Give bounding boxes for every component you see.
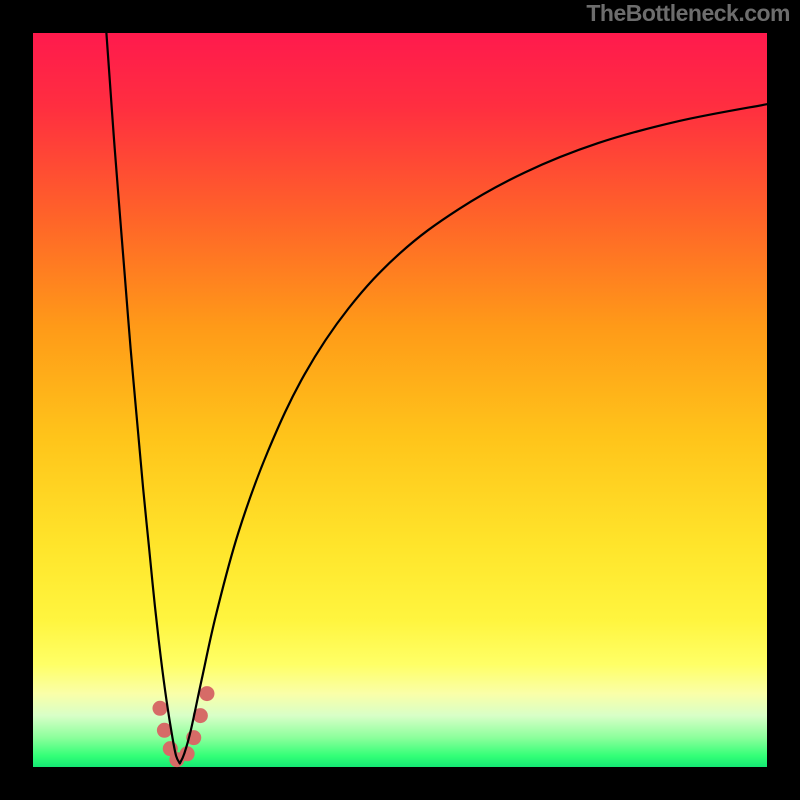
dot <box>199 686 214 701</box>
chart-container: TheBottleneck.com <box>0 0 800 800</box>
curve-right-branch <box>180 104 767 763</box>
dot <box>152 701 167 716</box>
watermark-text: TheBottleneck.com <box>586 0 790 27</box>
curve-left-branch <box>106 33 179 763</box>
bottleneck-curve <box>0 0 800 800</box>
